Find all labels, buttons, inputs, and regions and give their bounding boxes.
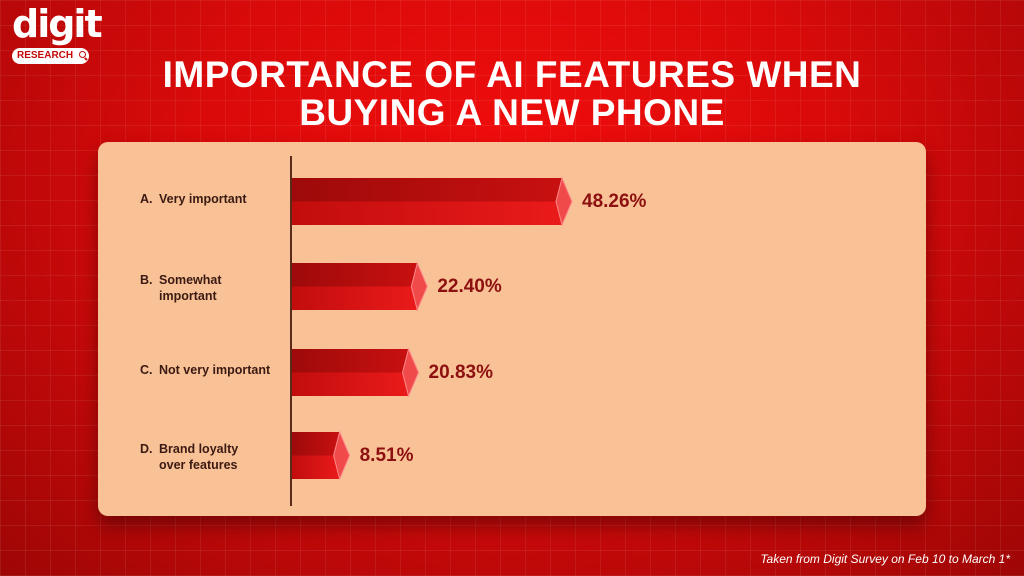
category-text: Very important xyxy=(159,192,247,206)
category-letter: C. xyxy=(140,363,153,377)
category-letter: D. xyxy=(140,442,153,456)
category-label-b: B. Somewhat important xyxy=(140,272,290,304)
bar-bottom-face xyxy=(292,455,340,479)
category-label-c: C. Not very important xyxy=(140,362,290,378)
value-label-d: 8.51% xyxy=(359,444,414,466)
bar-end-cap xyxy=(555,176,573,227)
digit-research-logo: digit RESEARCH xyxy=(12,2,103,66)
value-label-c: 20.83% xyxy=(428,361,493,383)
logo-research-label: RESEARCH xyxy=(17,50,74,61)
bar-bottom-face xyxy=(292,201,562,225)
bar-end-cap xyxy=(333,430,351,481)
bar-bottom-face xyxy=(292,286,418,310)
category-text: Somewhat important xyxy=(159,273,222,303)
bar-bottom-face xyxy=(292,372,409,396)
bar-top-face xyxy=(292,178,562,202)
chart-title-line-1: IMPORTANCE OF AI FEATURES WHEN xyxy=(162,54,862,95)
category-label-d: D. Brand loyalty over features xyxy=(140,441,290,473)
bar-top-face xyxy=(292,263,418,287)
bar-end-cap xyxy=(402,347,420,398)
chart-title: IMPORTANCE OF AI FEATURES WHEN BUYING A … xyxy=(0,56,1024,132)
bar-c xyxy=(292,347,420,398)
value-label-b: 22.40% xyxy=(437,275,502,297)
category-letter: A. xyxy=(140,192,153,206)
category-label-a: A. Very important xyxy=(140,191,290,207)
bar-a xyxy=(292,176,573,227)
bar-top-face xyxy=(292,432,340,456)
bar-end-cap xyxy=(410,261,428,312)
source-footnote: Taken from Digit Survey on Feb 10 to Mar… xyxy=(760,552,1010,566)
chart-title-line-2: BUYING A NEW PHONE xyxy=(299,92,725,133)
y-axis-line xyxy=(290,156,292,506)
value-label-a: 48.26% xyxy=(582,190,647,212)
category-text: Not very important xyxy=(159,363,271,377)
search-icon xyxy=(79,51,87,58)
bar-top-face xyxy=(292,349,409,373)
bar-b xyxy=(292,261,428,312)
category-letter: B. xyxy=(140,273,153,287)
bar-d xyxy=(292,430,351,481)
logo-wordmark: digit xyxy=(12,2,103,46)
category-text: Brand loyalty over features xyxy=(159,442,239,472)
logo-research-badge: RESEARCH xyxy=(12,48,90,64)
